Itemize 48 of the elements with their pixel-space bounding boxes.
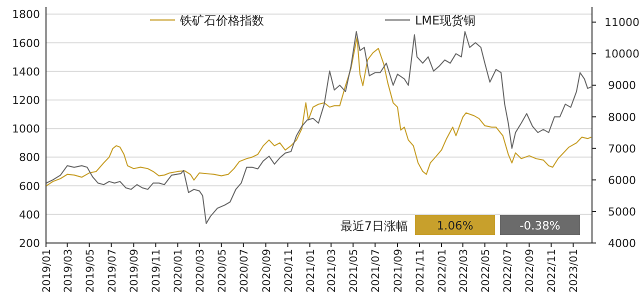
y-tick-label: 600	[19, 180, 40, 193]
x-tick-label: 2019/05	[84, 249, 96, 293]
y2-tick-label: 8000	[608, 110, 636, 124]
x-tick-label: 2022/05	[480, 249, 492, 293]
x-tick-label: 2022/03	[458, 249, 470, 293]
x-tick-label: 2022/07	[502, 249, 514, 293]
x-tick-label: 2020/03	[194, 249, 206, 293]
legend-label: LME现货铜	[415, 14, 476, 28]
y-tick-label: 1400	[12, 65, 40, 78]
x-tick-label: 2021/03	[326, 249, 338, 293]
y2-tick-label: 7000	[608, 142, 636, 156]
x-tick-label: 2020/05	[216, 249, 228, 293]
x-tick-label: 2019/01	[41, 249, 53, 293]
y-tick-label: 400	[19, 208, 40, 222]
x-tick-label: 2021/05	[348, 249, 360, 293]
x-tick-label: 2020/07	[238, 249, 250, 293]
x-tick-label: 2019/07	[106, 249, 118, 293]
x-tick-label: 2022/09	[524, 249, 536, 293]
x-tick-label: 2019/03	[62, 249, 74, 293]
y2-tick-label: 11000	[604, 16, 640, 30]
x-tick-label: 2021/07	[370, 249, 382, 293]
y-tick-label: 1800	[12, 8, 40, 22]
legend-label: 铁矿石价格指数	[179, 14, 264, 28]
y-tick-label: 200	[19, 237, 40, 250]
x-tick-label: 2021/01	[304, 249, 317, 293]
x-tick-label: 2020/01	[172, 249, 185, 293]
annotation: 最近7日涨幅	[340, 219, 408, 233]
y2-tick-label: 5000	[608, 205, 636, 218]
annotation: 1.06%	[436, 218, 474, 232]
x-tick-label: 2022/11	[546, 249, 558, 293]
y-tick-label: 1000	[12, 122, 40, 136]
annotation: -0.38%	[520, 218, 560, 232]
line-series	[46, 36, 592, 186]
x-tick-label: 2021/09	[392, 249, 404, 293]
y2-tick-label: 9000	[608, 79, 636, 92]
y2-tick-label: 4000	[608, 237, 636, 250]
x-tick-label: 2019/11	[150, 249, 163, 293]
x-tick-label: 2021/11	[414, 249, 427, 293]
x-tick-label: 2020/09	[260, 249, 273, 293]
y-tick-label: 800	[19, 151, 40, 164]
x-tick-label: 2020/11	[282, 249, 295, 293]
y-tick-label: 1200	[12, 94, 40, 107]
y2-tick-label: 10000	[604, 48, 640, 61]
y2-tick-label: 6000	[608, 174, 636, 187]
y-tick-label: 1600	[12, 36, 40, 50]
x-tick-label: 2023/01	[568, 249, 580, 293]
x-tick-label: 2022/01	[436, 249, 449, 293]
x-tick-label: 2019/09	[128, 249, 141, 293]
